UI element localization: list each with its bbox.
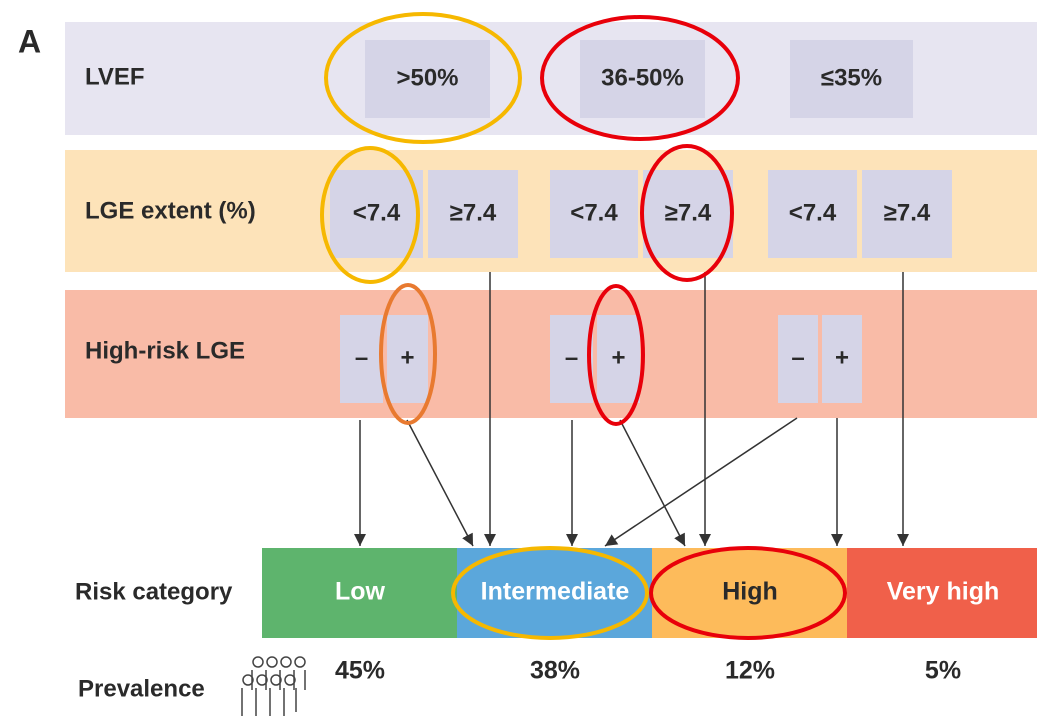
risk-low: [262, 548, 457, 638]
highlight: [587, 284, 645, 426]
people-icon: [241, 656, 306, 716]
risk-category: Intermediate: [481, 578, 630, 606]
option-box: [778, 315, 818, 403]
highlight: [649, 546, 847, 640]
option-box: [550, 315, 593, 403]
risk-very-high: [847, 548, 1037, 638]
risk-high: [652, 548, 847, 638]
option-label: +: [835, 344, 849, 371]
risk-category: Low: [335, 578, 386, 606]
option-label: –: [355, 344, 368, 371]
option-label: –: [791, 344, 804, 371]
risk-category: High: [722, 578, 778, 606]
arrow: [604, 417, 798, 547]
option-label: ≤35%: [821, 64, 882, 91]
option-box: [862, 170, 952, 258]
option-box: [597, 315, 640, 403]
option-label: –: [565, 344, 578, 371]
prevalence-value: 45%: [335, 657, 385, 685]
highlight: [451, 546, 649, 640]
option-box: [580, 40, 705, 118]
row-label: High-risk LGE: [85, 337, 245, 364]
option-box: [365, 40, 490, 118]
prevalence-value: 38%: [530, 657, 580, 685]
option-box: [790, 40, 913, 118]
highlight: [640, 144, 734, 282]
row-label: LVEF: [85, 63, 145, 90]
option-box: [768, 170, 857, 258]
risk-category: Very high: [887, 578, 1000, 606]
risk-label: Risk category: [75, 578, 233, 605]
option-label: ≥7.4: [665, 199, 712, 226]
option-label: <7.4: [789, 199, 837, 226]
option-label: +: [611, 344, 625, 371]
option-label: +: [400, 344, 414, 371]
option-label: <7.4: [570, 199, 618, 226]
option-label: 36-50%: [601, 64, 684, 91]
option-box: [643, 170, 733, 258]
arrow: [619, 419, 686, 547]
prevalence-value: 12%: [725, 657, 775, 685]
row-label: LGE extent (%): [85, 197, 256, 224]
arrow: [406, 419, 474, 547]
option-box: [387, 315, 428, 403]
option-box: [428, 170, 518, 258]
option-label: ≥7.4: [450, 199, 497, 226]
prevalence-value: 5%: [925, 657, 961, 685]
option-label: <7.4: [353, 199, 401, 226]
option-label: >50%: [396, 64, 458, 91]
option-box: [822, 315, 862, 403]
highlight: [379, 283, 437, 425]
highlight: [540, 15, 740, 141]
prevalence-label: Prevalence: [78, 675, 205, 702]
highlight: [320, 146, 420, 284]
highlight: [324, 12, 522, 144]
option-label: ≥7.4: [884, 199, 931, 226]
option-box: [550, 170, 638, 258]
option-box: [340, 315, 383, 403]
option-box: [330, 170, 423, 258]
panel-label: A: [18, 23, 41, 59]
